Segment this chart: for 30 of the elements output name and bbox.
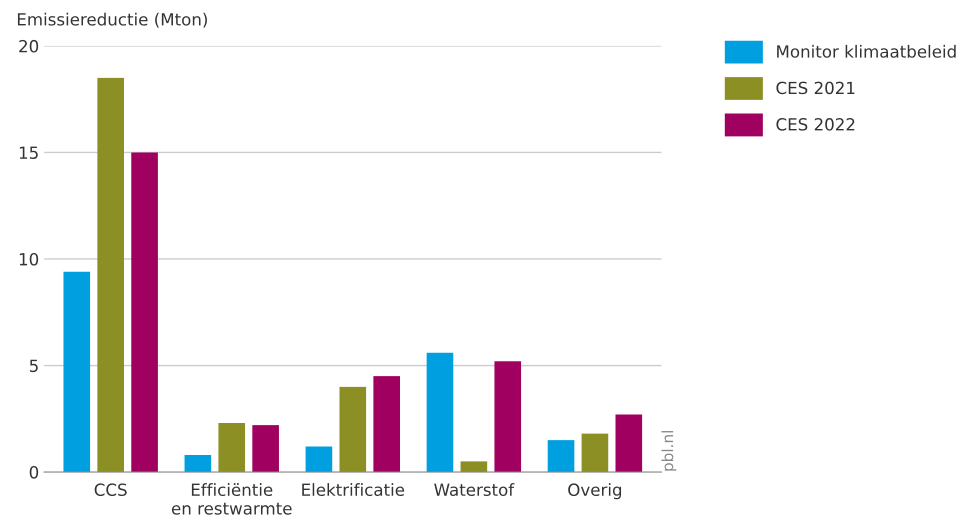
bar — [373, 376, 400, 472]
legend-label: CES 2021 — [776, 82, 854, 94]
bar — [184, 454, 212, 472]
x-tick-label: Efficiëntie en restwarmte — [172, 483, 292, 515]
y-tick-label: 15 — [20, 146, 38, 160]
x-tick-label: Waterstof — [434, 483, 514, 496]
x-tick-label: Overig — [568, 483, 622, 500]
annotation: pbl.nl — [662, 431, 676, 471]
y-tick-label: 10 — [20, 252, 38, 266]
bar — [616, 414, 642, 472]
y-axis-title: Emissiereductie (Mton) — [18, 12, 207, 28]
bar — [460, 461, 488, 472]
bar — [306, 446, 332, 472]
bar — [252, 425, 279, 472]
bar — [426, 352, 454, 472]
bar — [97, 78, 124, 472]
y-tick-label: 5 — [30, 360, 38, 372]
bar — [339, 386, 366, 472]
bar — [131, 152, 158, 472]
bar — [494, 361, 522, 472]
legend-label: CES 2022 — [776, 118, 854, 131]
legend-label: Monitor klimaatbeleid — [777, 44, 956, 58]
y-tick-label: 20 — [19, 40, 38, 53]
y-tick-label: 0 — [30, 466, 38, 479]
bar — [63, 272, 90, 472]
bar — [218, 423, 246, 472]
bar — [582, 434, 608, 472]
x-tick-label: Elektrificatie — [302, 483, 404, 496]
x-tick-label: CCS — [94, 483, 127, 496]
bar — [548, 440, 574, 472]
